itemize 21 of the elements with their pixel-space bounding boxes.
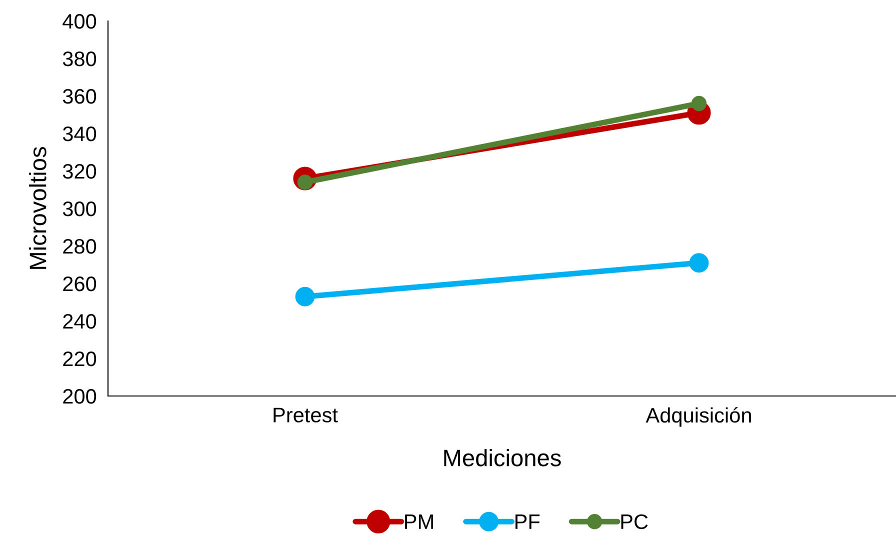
- y-tick-label: 380: [62, 52, 96, 66]
- y-tick-label: 280: [63, 239, 96, 254]
- point: [295, 286, 315, 306]
- x-tick-label: Pretest: [274, 408, 338, 422]
- point: [691, 96, 707, 112]
- y-tick-label: 240: [63, 314, 96, 329]
- y-tick-label: 200: [63, 389, 96, 404]
- y-tick-label: 400: [62, 14, 96, 29]
- y-tick-label: 260: [63, 276, 96, 292]
- y-tick-label: 300: [62, 202, 96, 216]
- legend-label: PM: [405, 514, 433, 529]
- legend-label: PF: [516, 514, 540, 529]
- y-tick-label: 340: [62, 126, 96, 142]
- y-axis-title: Microvoltios: [29, 147, 46, 269]
- point: [689, 253, 709, 273]
- y-tick-label: 220: [63, 352, 96, 366]
- y-tick-label: 320: [62, 164, 96, 179]
- x-axis-title: Mediciones: [444, 449, 561, 466]
- y-tick-label: 360: [62, 89, 96, 104]
- x-tick-label: Adquisición: [646, 407, 751, 427]
- legend-label: PC: [621, 514, 648, 530]
